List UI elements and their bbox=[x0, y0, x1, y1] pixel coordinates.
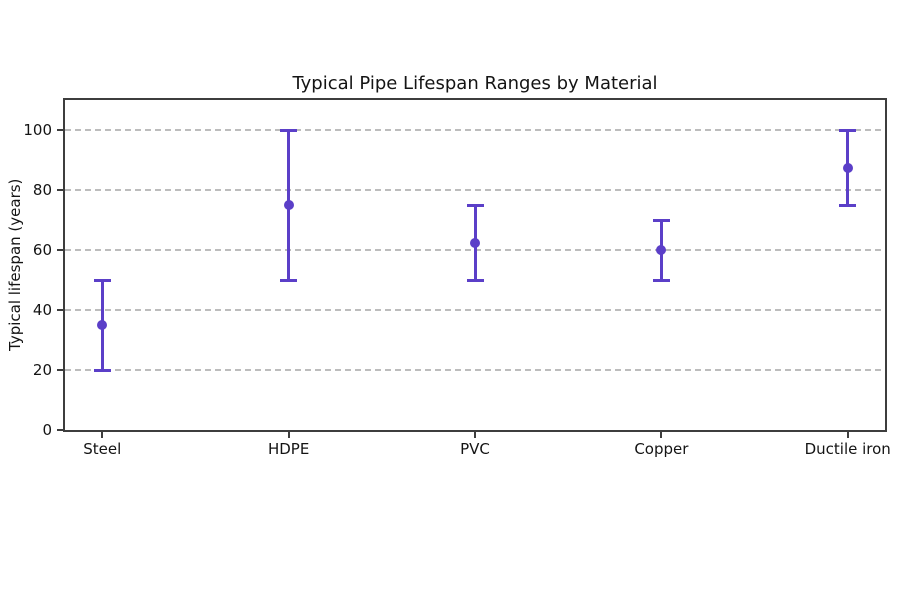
y-tick-label: 100 bbox=[23, 121, 52, 139]
y-tick-label: 60 bbox=[32, 241, 52, 259]
y-tick bbox=[57, 369, 65, 371]
y-tick-label: 80 bbox=[32, 181, 52, 199]
errorbar-cap-top bbox=[93, 278, 111, 282]
chart-title: Typical Pipe Lifespan Ranges by Material bbox=[292, 73, 658, 94]
y-tick bbox=[57, 249, 65, 251]
errorbar-cap-bottom bbox=[466, 278, 484, 282]
data-point-marker bbox=[842, 162, 853, 173]
y-tick bbox=[57, 429, 65, 431]
x-tick bbox=[474, 430, 476, 438]
errorbar-cap-top bbox=[839, 128, 857, 132]
errorbar-cap-bottom bbox=[280, 278, 298, 282]
y-axis-label: Typical lifespan (years) bbox=[6, 178, 24, 352]
y-tick-label: 40 bbox=[32, 301, 52, 319]
x-tick-label: Copper bbox=[634, 440, 689, 458]
y-tick bbox=[57, 309, 65, 311]
errorbar-cap-bottom bbox=[652, 278, 670, 282]
gridline bbox=[65, 369, 885, 371]
y-tick-label: 20 bbox=[32, 361, 52, 379]
plot-area bbox=[65, 100, 885, 430]
x-tick bbox=[660, 430, 663, 438]
errorbar-cap-top bbox=[280, 128, 298, 132]
x-tick bbox=[101, 430, 104, 438]
errorbar-cap-top bbox=[652, 218, 670, 222]
errorbar-cap-bottom bbox=[839, 203, 857, 207]
data-point-marker bbox=[656, 245, 667, 255]
x-tick bbox=[846, 430, 849, 438]
errorbar-cap-bottom bbox=[93, 368, 111, 372]
y-tick bbox=[57, 189, 65, 191]
data-point-marker bbox=[470, 237, 480, 248]
x-tick-label: Steel bbox=[83, 440, 122, 458]
data-point-marker bbox=[283, 200, 294, 210]
y-tick bbox=[57, 129, 65, 131]
x-tick-label: HDPE bbox=[267, 440, 310, 458]
x-tick bbox=[287, 430, 290, 438]
gridline bbox=[65, 129, 885, 131]
x-tick-label: PVC bbox=[460, 440, 490, 458]
x-tick-label: Ductile iron bbox=[804, 440, 891, 458]
y-tick-label: 0 bbox=[42, 421, 52, 439]
gridline bbox=[65, 309, 885, 311]
gridline bbox=[65, 189, 885, 191]
data-point-marker bbox=[97, 320, 108, 330]
errorbar-cap-top bbox=[466, 203, 484, 207]
